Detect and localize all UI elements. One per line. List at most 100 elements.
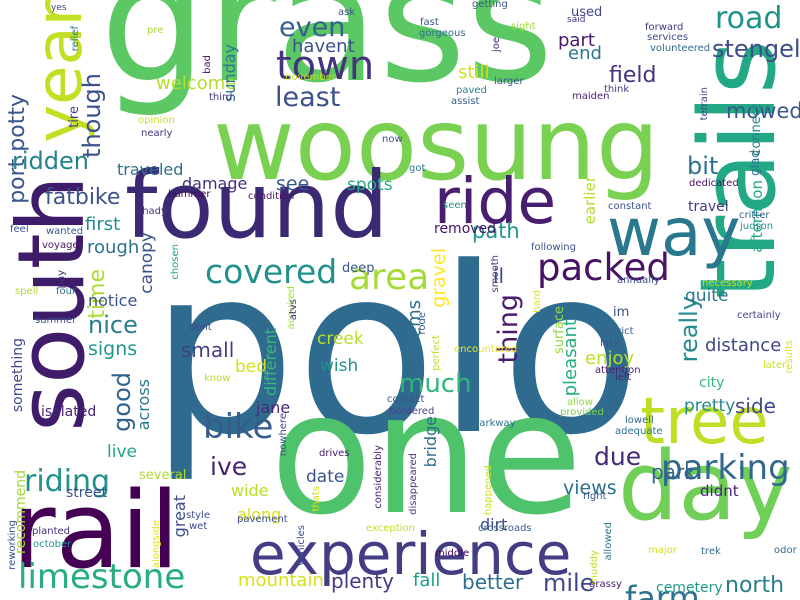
word-trek: trek — [701, 546, 721, 557]
word-better: better — [462, 570, 524, 594]
word-park: park — [651, 460, 696, 484]
word-even: even — [279, 12, 346, 43]
word-odor: odor — [774, 545, 797, 556]
word-pretty: pretty — [684, 396, 736, 416]
word-voyage: voyage — [42, 240, 79, 251]
word-paved: paved — [456, 85, 487, 96]
word-happened: happened — [483, 465, 494, 516]
word-tire: tire — [67, 106, 82, 128]
word-feel: feel — [10, 224, 29, 235]
word-think: think — [604, 84, 630, 95]
word-constant: constant — [608, 201, 652, 212]
word-attention: attention — [595, 365, 641, 376]
word-something: something — [10, 338, 26, 413]
word-rough: rough — [87, 237, 140, 258]
word-terrain: terrain — [699, 87, 710, 121]
word-results: results — [784, 340, 795, 374]
word-travel: travel — [688, 199, 729, 215]
word-october: october — [33, 539, 72, 550]
word-much: much — [399, 369, 472, 399]
word-damage: damage — [182, 174, 248, 193]
word-later: later — [763, 360, 787, 371]
word-live: live — [107, 442, 137, 462]
word-volunteered: volunteered — [650, 43, 711, 54]
word-now: now — [382, 134, 403, 145]
word-first: first — [85, 214, 121, 235]
word-tree: tree — [640, 385, 769, 459]
word-along: along — [237, 505, 282, 524]
word-plenty: plenty — [331, 569, 394, 593]
word-across: across — [134, 379, 153, 431]
word-views: views — [563, 477, 617, 499]
word-style: style — [186, 510, 210, 521]
word-yes: yes — [51, 3, 67, 13]
word-third: third — [209, 92, 233, 103]
word-least: least — [275, 82, 341, 113]
word-woosung: woosung — [213, 86, 660, 203]
word-fall: fall — [413, 570, 441, 591]
word-north: north — [725, 573, 785, 598]
word-deep: deep — [342, 261, 375, 276]
word-stengel: stengel — [712, 35, 800, 63]
word-bed: bed — [235, 357, 268, 377]
word-bad: bad — [202, 55, 213, 74]
word-experience: experience — [250, 520, 572, 588]
word-lack: lack — [600, 338, 621, 349]
word-ridden: ridden — [12, 147, 89, 175]
word-rail: rail — [12, 469, 180, 592]
word-glad: glad — [748, 150, 762, 176]
word-nowhere: nowhere — [278, 413, 289, 457]
word-perfect: perfect — [431, 335, 442, 371]
word-canopy: canopy — [137, 232, 157, 294]
word-il: il — [493, 264, 505, 288]
word-grassy: grassy — [589, 579, 622, 590]
word-town: town — [276, 43, 375, 89]
word-adequate: adequate — [615, 426, 663, 437]
word-ride: ride — [434, 165, 557, 238]
word-wide: wide — [231, 481, 269, 500]
word-side: side — [735, 394, 776, 418]
word-allow: allow — [567, 397, 593, 408]
word-dont: dont — [189, 322, 212, 333]
word-mile: mile — [543, 569, 595, 597]
word-reworking: reworking — [7, 520, 18, 570]
word-end: end — [568, 43, 602, 64]
word-drives: drives — [319, 448, 350, 459]
word-signs: signs — [88, 338, 138, 360]
word-city: city — [699, 375, 725, 391]
word-traveled: traveled — [117, 160, 184, 179]
word-critter: critter — [739, 210, 770, 221]
word-alongside: alongside — [151, 520, 162, 569]
word-major: major — [648, 545, 677, 556]
word-different: different — [261, 328, 280, 396]
word-thats: thats — [311, 486, 322, 512]
word-joe: joe — [491, 37, 502, 53]
word-enjoy: enjoy — [585, 348, 635, 369]
word-nice: nice — [88, 311, 138, 339]
word-four: four — [56, 286, 77, 297]
word-one: one — [270, 356, 583, 552]
word-connect: connect — [749, 104, 764, 156]
word-spots: spots — [347, 175, 393, 195]
word-cemetery: cemetery — [656, 580, 723, 596]
word-disappeared: disappeared — [408, 453, 419, 515]
word-said: said — [567, 15, 586, 25]
word-exception: exception — [366, 523, 415, 534]
word-judson: judson — [740, 221, 774, 232]
word-left: left — [615, 372, 632, 383]
word-planted: planted — [32, 526, 71, 537]
word-bike: bike — [203, 407, 274, 447]
word-ive: ive — [210, 452, 248, 481]
word-condition: condition — [248, 191, 295, 202]
word-mowed: mowed — [726, 99, 800, 123]
word-isolated: isolated — [41, 404, 97, 420]
word-field: field — [609, 63, 657, 88]
word-covered: covered — [205, 252, 338, 291]
word-used: used — [571, 5, 603, 20]
word-annually: annually — [617, 275, 660, 286]
word-crossroads: crossroads — [478, 523, 532, 534]
word-gravel: gravel — [428, 248, 450, 308]
word-considerably: considerably — [373, 445, 384, 509]
word-forward: forward — [645, 22, 684, 33]
word-fatbike: fatbike — [45, 185, 121, 210]
